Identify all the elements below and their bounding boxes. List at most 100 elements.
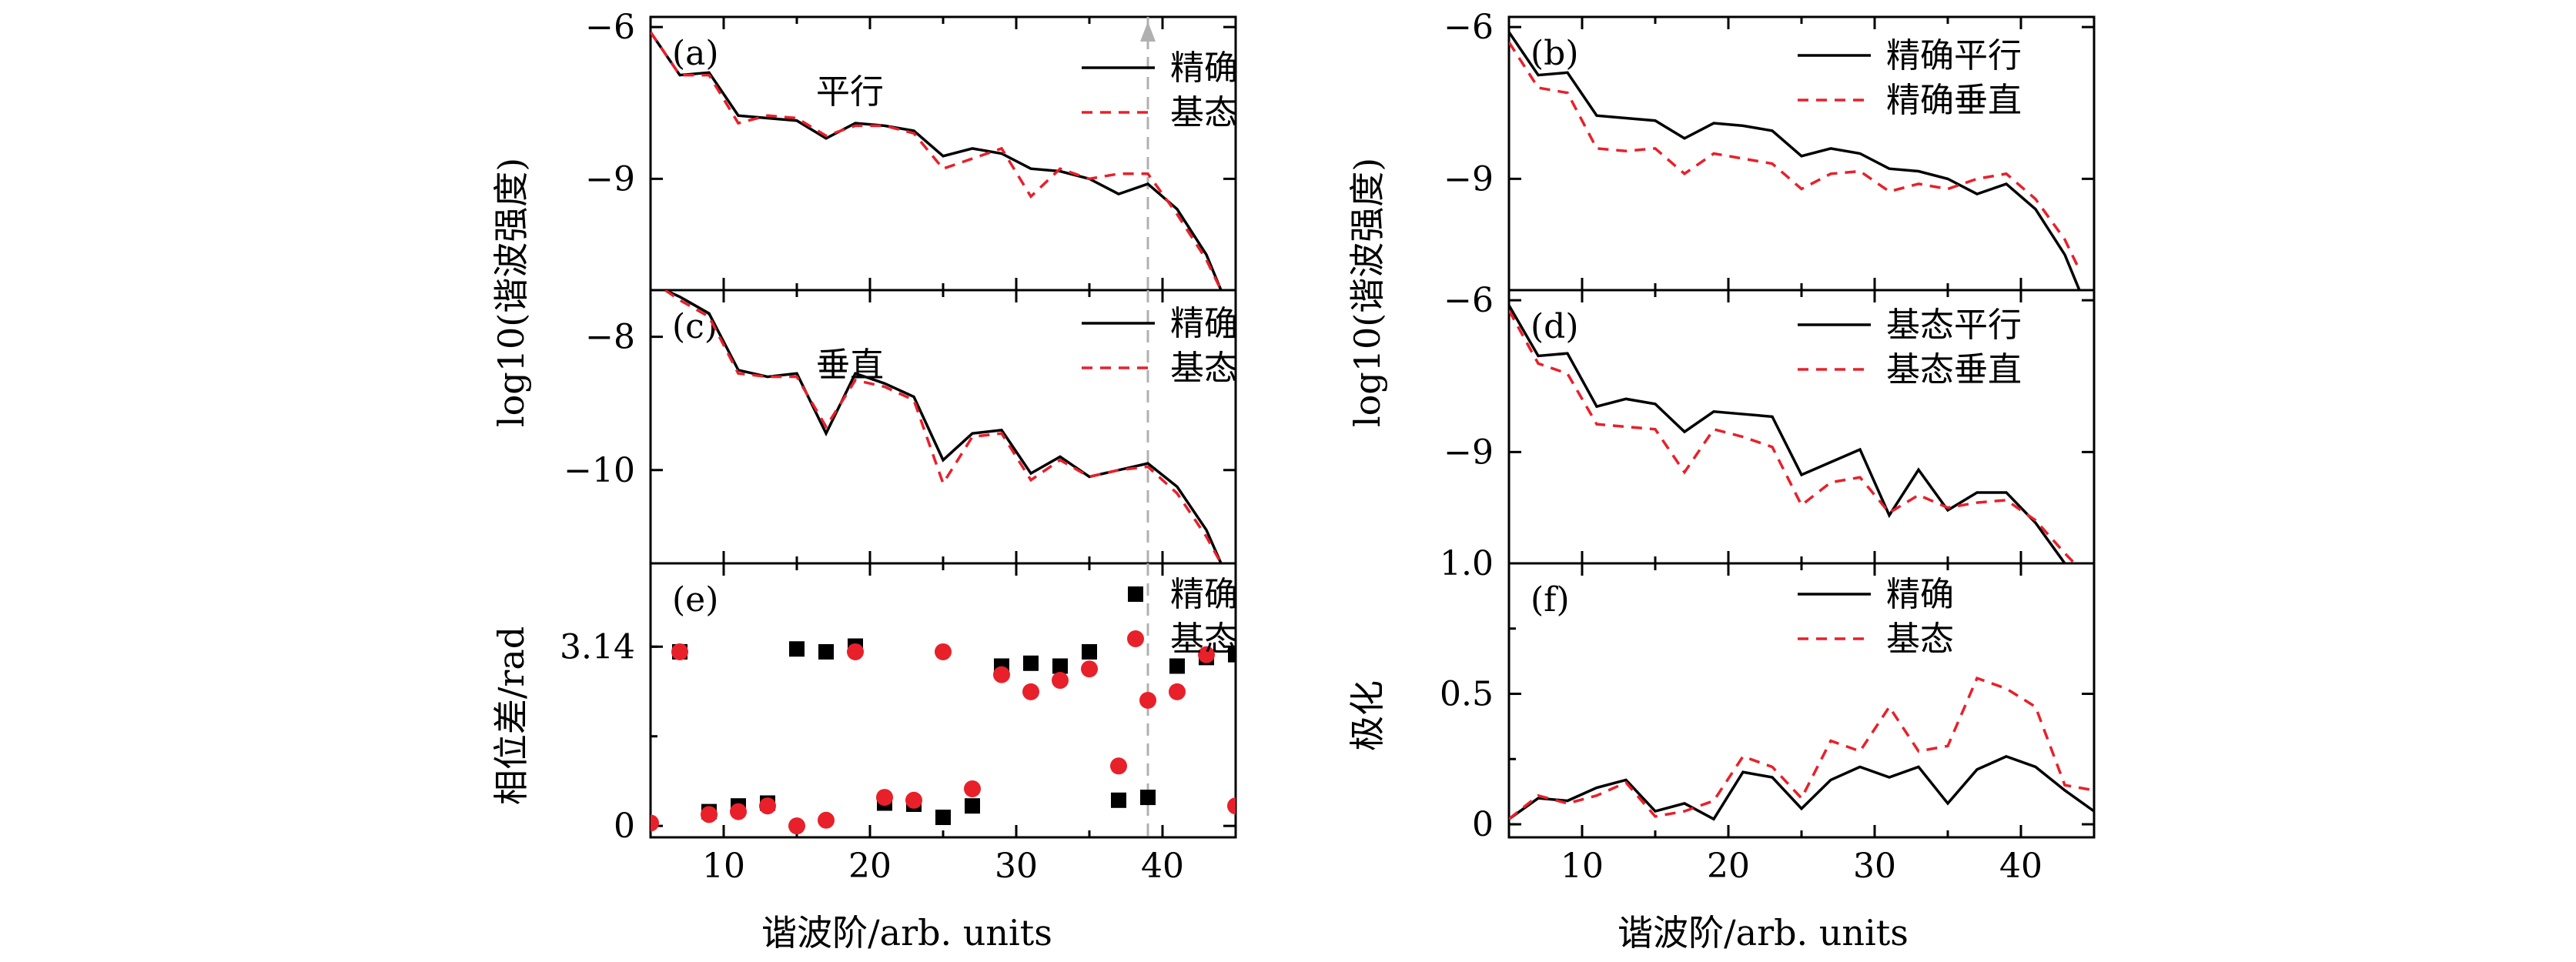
series-group-e — [651, 638, 1236, 835]
point-e-1 — [701, 806, 718, 823]
point-e-1 — [730, 803, 747, 820]
ytick-label-a: −6 — [585, 8, 635, 47]
point-e-1 — [847, 643, 864, 660]
series-line-f-0 — [1509, 755, 2094, 821]
series-line-b-0 — [1509, 31, 2081, 290]
legend-label-f-0: 精确 — [1886, 575, 1954, 614]
legend-label-e-0: 精确 — [1170, 575, 1238, 614]
point-e-1 — [1052, 672, 1069, 690]
ytick-label-a: −9 — [585, 159, 635, 199]
point-e-1 — [1169, 683, 1186, 700]
panel-annotation-a: 平行 — [816, 72, 884, 112]
series-line-f-1 — [1509, 676, 2094, 820]
panel-label-f: (f) — [1531, 580, 1570, 620]
point-e-1 — [935, 643, 952, 660]
panel-label-b: (b) — [1531, 34, 1579, 73]
series-group-f — [1509, 676, 2094, 821]
series-group-d — [1509, 304, 2077, 563]
point-e-0 — [1169, 658, 1185, 674]
legend-label-d-0: 基态平行 — [1886, 306, 2022, 345]
xtick-label-f: 40 — [1999, 847, 2042, 886]
point-e-1 — [1198, 646, 1215, 663]
legend-marker-e-0 — [1128, 586, 1143, 602]
point-e-1 — [1110, 757, 1127, 775]
point-e-0 — [818, 643, 834, 660]
point-e-0 — [789, 641, 805, 657]
point-e-0 — [1140, 790, 1156, 806]
ytick-label-b: −6 — [1444, 8, 1494, 47]
legend-label-b-1: 精确垂直 — [1886, 81, 2022, 120]
point-e-1 — [759, 797, 776, 815]
point-e-1 — [818, 811, 835, 829]
series-line-d-0 — [1509, 304, 2067, 563]
xtick-label-f: 10 — [1561, 847, 1604, 886]
point-e-1 — [1081, 660, 1098, 678]
panel-label-e: (e) — [672, 580, 718, 620]
marker-arrow — [1140, 22, 1156, 42]
point-e-1 — [876, 789, 893, 807]
point-e-1 — [1227, 797, 1236, 815]
ytick-label-d: −6 — [1444, 281, 1494, 320]
series-line-c-1 — [664, 290, 1223, 563]
series-group-b — [1509, 31, 2081, 290]
ytick-label-f: 0 — [1472, 805, 1494, 844]
panel-label-a: (a) — [672, 34, 719, 73]
point-e-1 — [1139, 692, 1156, 709]
ytick-label-b: −9 — [1444, 159, 1494, 199]
legend-label-e-1: 基态 — [1170, 620, 1238, 659]
legend-label-a-1: 基态 — [1170, 93, 1238, 132]
panel-label-c: (c) — [672, 307, 718, 346]
series-group-c — [664, 290, 1223, 563]
point-e-0 — [1111, 792, 1126, 808]
ytick-label-c: −8 — [585, 318, 635, 357]
legend-label-b-0: 精确平行 — [1886, 36, 2022, 75]
series-line-a-0 — [651, 31, 1223, 290]
point-e-0 — [965, 798, 980, 814]
xtick-label-e: 10 — [702, 847, 745, 886]
xtick-label-e: 20 — [848, 847, 892, 886]
series-line-c-0 — [664, 290, 1223, 563]
legend-label-f-1: 基态 — [1886, 620, 1954, 659]
ytick-label-e: 3.14 — [560, 627, 635, 666]
legend-label-a-0: 精确 — [1170, 48, 1238, 88]
series-line-a-1 — [651, 31, 1223, 290]
left-ylabel-phase: 相位差/rad — [490, 626, 532, 805]
point-e-0 — [1052, 658, 1068, 674]
point-e-1 — [788, 817, 805, 835]
point-e-1 — [993, 666, 1010, 683]
ytick-label-f: 1.0 — [1440, 544, 1494, 583]
legend-label-c-1: 基态 — [1170, 349, 1238, 388]
legend-marker-e-1 — [1127, 630, 1144, 647]
right-xlabel: 谐波阶/arb. units — [1618, 912, 1909, 954]
point-e-0 — [935, 810, 951, 826]
point-e-1 — [905, 791, 922, 809]
xtick-label-f: 20 — [1707, 847, 1750, 886]
right-ylabel-top: log10(谐波强度) — [1347, 158, 1388, 427]
right-ylabel-pol: 极化 — [1347, 680, 1388, 751]
point-e-0 — [1082, 643, 1097, 660]
ytick-label-f: 0.5 — [1440, 675, 1494, 714]
point-e-0 — [1023, 655, 1039, 671]
legend-label-c-0: 精确 — [1170, 304, 1238, 343]
ytick-label-c: −10 — [564, 451, 635, 490]
xtick-label-e: 40 — [1141, 847, 1184, 886]
point-e-1 — [964, 780, 981, 797]
series-line-b-1 — [1509, 41, 2081, 271]
ytick-label-d: −9 — [1444, 433, 1494, 472]
ytick-label-e: 0 — [614, 807, 635, 846]
series-line-d-1 — [1509, 309, 2077, 563]
point-e-1 — [1022, 683, 1039, 700]
point-e-1 — [671, 643, 688, 660]
left-xlabel: 谐波阶/arb. units — [761, 912, 1052, 954]
point-e-1 — [651, 814, 659, 832]
xtick-label-f: 30 — [1853, 847, 1896, 886]
xtick-label-e: 30 — [995, 847, 1038, 886]
